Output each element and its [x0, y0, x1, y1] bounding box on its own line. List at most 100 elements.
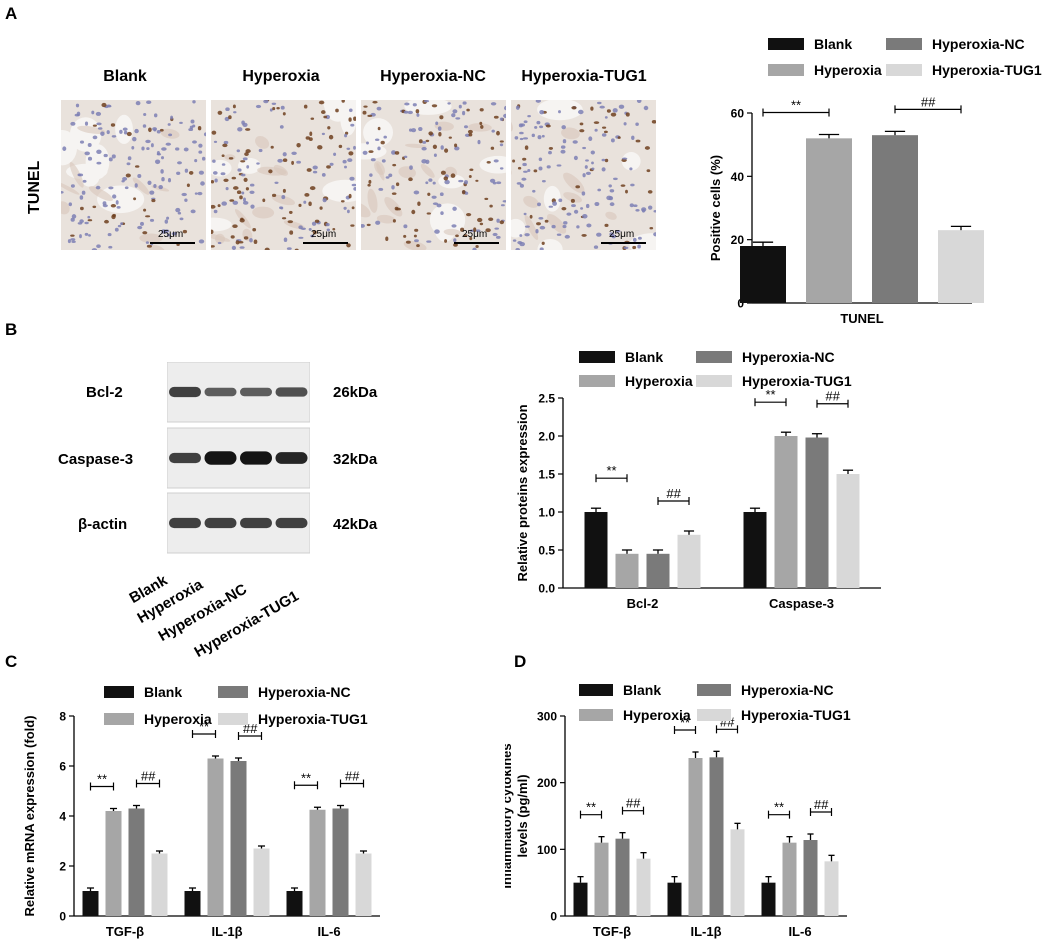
tunel-positive-nucleus	[217, 204, 221, 208]
significance-label: ##	[345, 769, 360, 784]
nucleus	[198, 143, 203, 148]
tunel-positive-nucleus	[281, 217, 287, 220]
blot-size-label: 32kDa	[333, 451, 378, 468]
nucleus	[167, 178, 172, 183]
tunel-positive-nucleus	[466, 108, 470, 112]
nucleus	[76, 111, 81, 117]
bar	[615, 553, 639, 588]
tunel-positive-nucleus	[211, 204, 216, 209]
tunel-positive-nucleus	[453, 243, 458, 247]
y-tick-label: 1.5	[538, 468, 555, 482]
tunel-positive-nucleus	[335, 108, 339, 113]
tunel-positive-nucleus	[245, 128, 251, 131]
tunel-positive-nucleus	[312, 230, 317, 235]
nucleus	[78, 173, 84, 177]
tunel-positive-nucleus	[176, 243, 180, 246]
tunel-positive-nucleus	[392, 219, 396, 223]
nucleus	[137, 225, 143, 230]
x-tick-label: IL-1β	[211, 924, 242, 939]
nucleus	[578, 109, 584, 115]
y-tick-label: 8	[59, 710, 66, 724]
y-tick-label: 4	[59, 810, 66, 824]
alveolar-space	[537, 100, 583, 121]
tunel-positive-nucleus	[317, 145, 323, 150]
nucleus	[496, 181, 502, 185]
nucleus	[88, 234, 91, 237]
nucleus	[436, 203, 442, 208]
nucleus	[635, 122, 639, 126]
legend-label: Hyperoxia-NC	[258, 684, 351, 700]
tunel-positive-nucleus	[235, 240, 240, 245]
tunel-positive-nucleus	[484, 197, 489, 201]
nucleus	[653, 210, 656, 213]
significance-label: ##	[921, 94, 936, 109]
nucleus	[279, 206, 283, 210]
nucleus	[500, 204, 505, 207]
nucleus	[232, 200, 239, 205]
nucleus	[96, 161, 102, 165]
nucleus	[451, 113, 456, 118]
nucleus	[426, 240, 432, 243]
nucleus	[519, 183, 524, 188]
tunel-positive-nucleus	[462, 190, 466, 195]
tissue-strand	[139, 233, 163, 243]
nucleus	[623, 246, 629, 250]
y-tick-label: 2	[59, 860, 66, 874]
y-axis-label: Relative mRNA expression (fold)	[22, 715, 37, 916]
tunel-positive-nucleus	[351, 206, 355, 210]
y-axis-label: Inflammatory cytokines	[505, 743, 514, 888]
nucleus	[121, 179, 125, 183]
nucleus	[108, 157, 113, 162]
nucleus	[541, 134, 545, 138]
blot-band	[240, 517, 272, 529]
panel-letter-b: B	[5, 320, 18, 339]
legend-label: Blank	[144, 684, 182, 700]
nucleus	[519, 137, 524, 141]
tissue-strand	[384, 197, 403, 217]
nucleus	[464, 125, 468, 129]
significance-label: **	[774, 800, 784, 815]
nucleus	[233, 111, 237, 114]
tissue-strand	[132, 177, 150, 195]
nucleus	[440, 145, 444, 150]
nucleus	[198, 239, 205, 244]
nucleus	[632, 237, 637, 242]
tunel-positive-nucleus	[579, 129, 585, 133]
nucleus	[237, 168, 242, 172]
nucleus	[385, 176, 390, 179]
nucleus	[291, 151, 297, 156]
x-tick-label: Caspase-3	[769, 596, 834, 611]
nucleus	[149, 190, 155, 195]
y-axis-label: Relative proteins expression	[515, 404, 530, 581]
tunel-positive-nucleus	[635, 139, 641, 143]
nucleus	[154, 159, 161, 165]
nucleus	[166, 233, 171, 237]
tissue-strand	[523, 195, 539, 208]
tunel-positive-nucleus	[87, 219, 93, 222]
tunel-positive-nucleus	[395, 207, 401, 211]
nucleus	[197, 191, 203, 196]
bar	[782, 842, 797, 916]
alveolar-space	[621, 152, 641, 171]
tunel-positive-nucleus	[477, 217, 483, 223]
nucleus	[464, 180, 468, 185]
legend-label: Blank	[814, 36, 852, 52]
significance-label: **	[199, 719, 209, 734]
bar	[803, 840, 818, 916]
nucleus	[298, 236, 304, 239]
nucleus	[523, 212, 527, 216]
nucleus	[170, 115, 174, 120]
tunel-positive-nucleus	[253, 239, 258, 245]
blot-protein-label: β-actin	[78, 516, 128, 533]
nucleus	[351, 183, 356, 187]
tunel-positive-nucleus	[545, 124, 551, 128]
tunel-positive-nucleus	[303, 104, 308, 109]
tissue-strand	[69, 161, 84, 188]
x-tick-label: IL-6	[317, 924, 340, 939]
tunel-positive-nucleus	[239, 195, 243, 200]
tunel-positive-nucleus	[264, 247, 270, 250]
nucleus	[241, 120, 245, 125]
tunel-positive-nucleus	[240, 217, 244, 221]
bar	[806, 138, 852, 303]
